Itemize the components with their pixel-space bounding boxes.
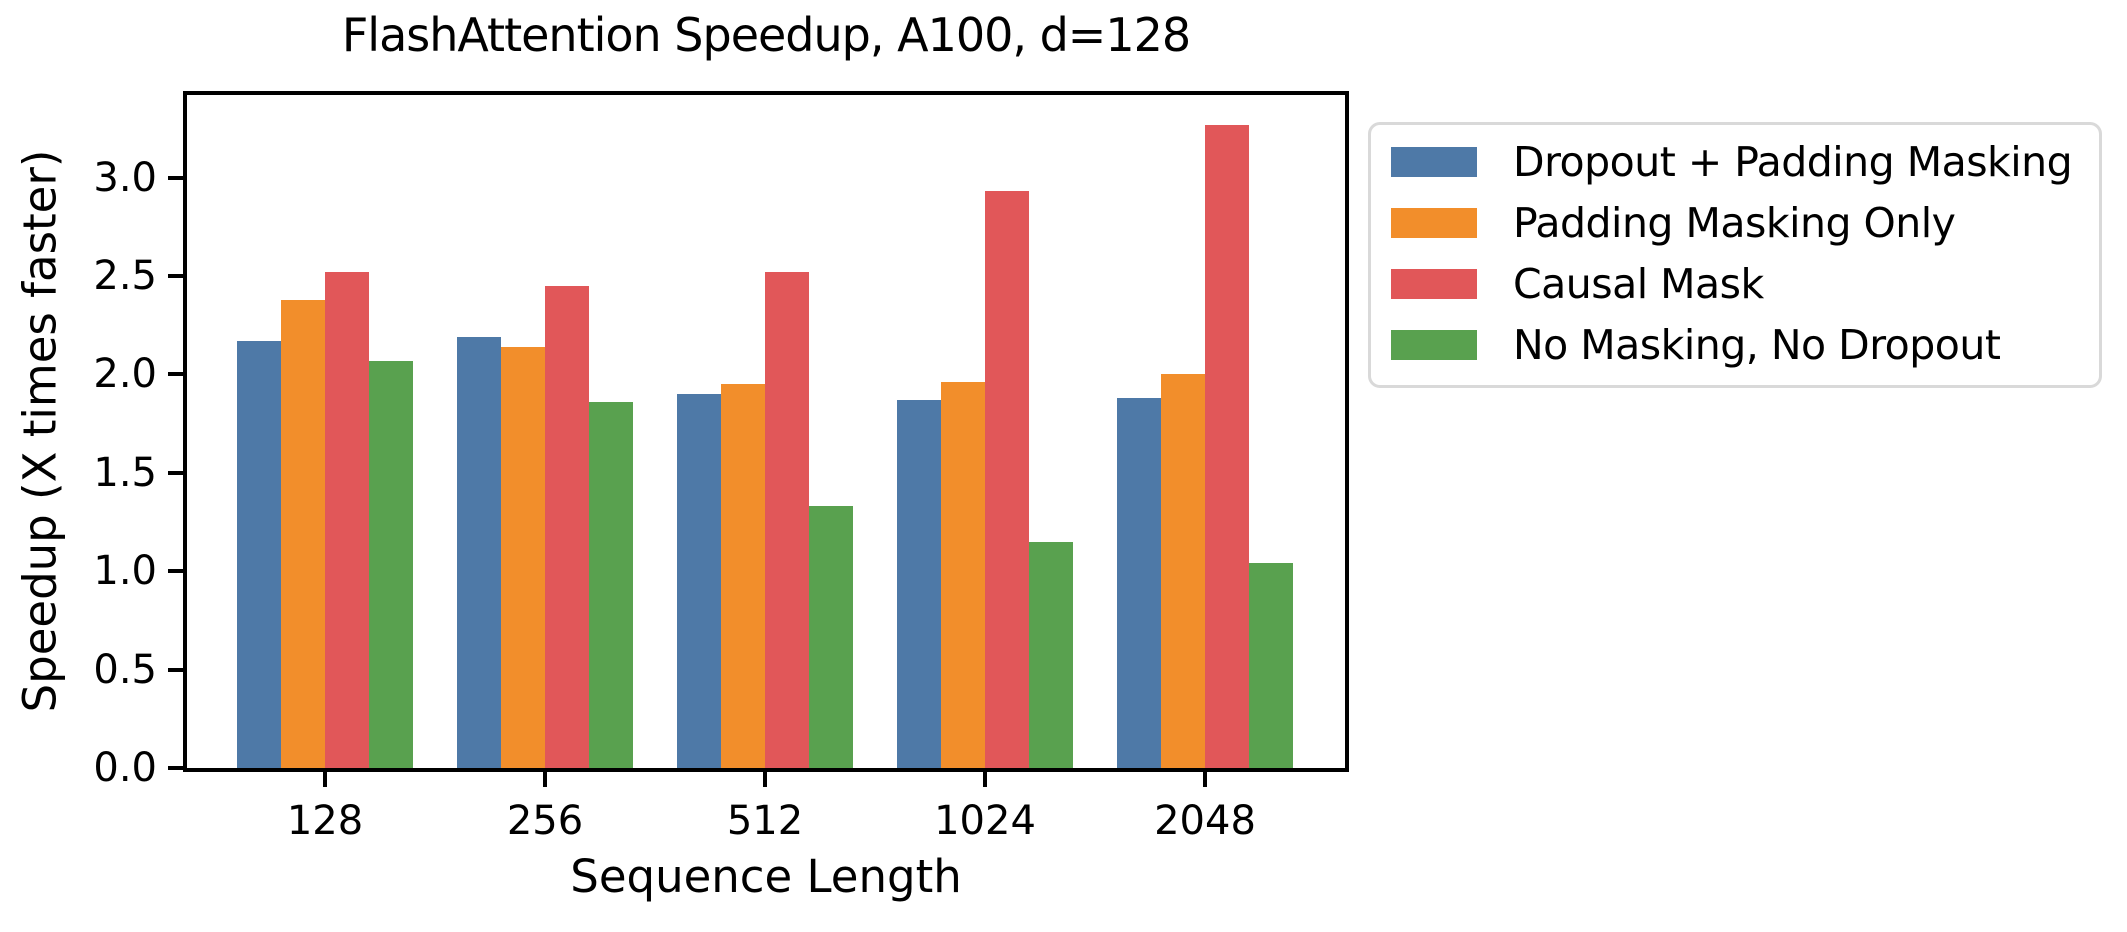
y-tick-label: 0.0 — [93, 745, 157, 791]
y-tick-mark — [168, 667, 183, 672]
y-tick-mark — [168, 372, 183, 377]
bar-dropout-padding-masking-2048 — [1117, 398, 1161, 768]
bar-padding-masking-only-2048 — [1161, 374, 1205, 768]
bar-no-masking-no-dropout-512 — [809, 506, 853, 768]
bar-causal-mask-2048 — [1205, 124, 1249, 768]
x-tick-mark — [543, 772, 547, 787]
x-tick-mark — [983, 772, 987, 787]
legend-swatch-padding-masking-only — [1391, 207, 1477, 238]
y-tick-mark — [168, 470, 183, 475]
legend-label: Dropout + Padding Masking — [1513, 137, 2073, 186]
legend-label: Causal Mask — [1513, 259, 1764, 308]
bar-no-masking-no-dropout-1024 — [1029, 541, 1073, 768]
bar-causal-mask-512 — [765, 272, 809, 768]
y-tick-label: 2.0 — [93, 351, 157, 398]
bar-causal-mask-1024 — [985, 191, 1029, 768]
y-tick-label: 1.0 — [93, 548, 157, 595]
y-tick-mark — [168, 569, 183, 574]
x-tick-label: 256 — [506, 798, 584, 844]
y-tick-label: 1.5 — [93, 449, 157, 496]
y-tick-label: 0.5 — [93, 646, 157, 693]
legend-label: No Masking, No Dropout — [1513, 320, 2001, 369]
legend-label: Padding Masking Only — [1513, 198, 1956, 247]
x-tick-label: 512 — [726, 798, 804, 844]
chart-title: FlashAttention Speedup, A100, d=128 — [341, 8, 1191, 62]
y-tick-label: 3.0 — [93, 154, 157, 201]
y-tick-mark — [168, 175, 183, 180]
plot-area: 0.0 0.5 1.0 1.5 2.0 2.5 3.0 128 256 512 1024 2048 — [93, 91, 1349, 844]
x-tick-mark — [323, 772, 327, 787]
x-tick-label: 1024 — [934, 798, 1036, 844]
y-tick-mark — [168, 766, 183, 770]
bar-padding-masking-only-128 — [281, 299, 325, 768]
legend-swatch-dropout-padding-masking — [1391, 146, 1477, 177]
bar-padding-masking-only-256 — [501, 346, 545, 768]
bar-dropout-padding-masking-128 — [237, 340, 281, 768]
bar-dropout-padding-masking-1024 — [897, 400, 941, 768]
bar-causal-mask-256 — [545, 285, 589, 768]
y-axis-label: Speedup (X times faster) — [13, 149, 67, 713]
x-tick-mark — [1203, 772, 1207, 787]
bar-no-masking-no-dropout-128 — [369, 360, 413, 768]
legend-item-padding-masking-only: Padding Masking Only — [1391, 192, 2089, 253]
x-tick-mark — [763, 772, 767, 787]
bar-no-masking-no-dropout-256 — [589, 401, 633, 768]
bar-padding-masking-only-512 — [721, 384, 765, 768]
x-tick-label: 128 — [286, 798, 364, 844]
bar-dropout-padding-masking-512 — [677, 394, 721, 768]
legend-item-no-masking-no-dropout: No Masking, No Dropout — [1391, 314, 2089, 375]
bar-padding-masking-only-1024 — [941, 382, 985, 768]
legend-item-dropout-padding-masking: Dropout + Padding Masking — [1391, 131, 2089, 192]
bar-dropout-padding-masking-256 — [457, 337, 501, 768]
legend-swatch-causal-mask — [1391, 268, 1477, 299]
y-tick-mark — [168, 274, 183, 279]
bar-causal-mask-128 — [325, 272, 369, 768]
y-tick-label: 2.5 — [93, 253, 157, 300]
x-axis-label: Sequence Length — [570, 850, 962, 903]
legend-swatch-no-masking-no-dropout — [1391, 329, 1477, 360]
legend-item-causal-mask: Causal Mask — [1391, 253, 2089, 314]
legend: Dropout + Padding Masking Padding Masking… — [1368, 122, 2102, 388]
bar-no-masking-no-dropout-2048 — [1249, 563, 1293, 768]
x-tick-label: 2048 — [1154, 798, 1256, 844]
